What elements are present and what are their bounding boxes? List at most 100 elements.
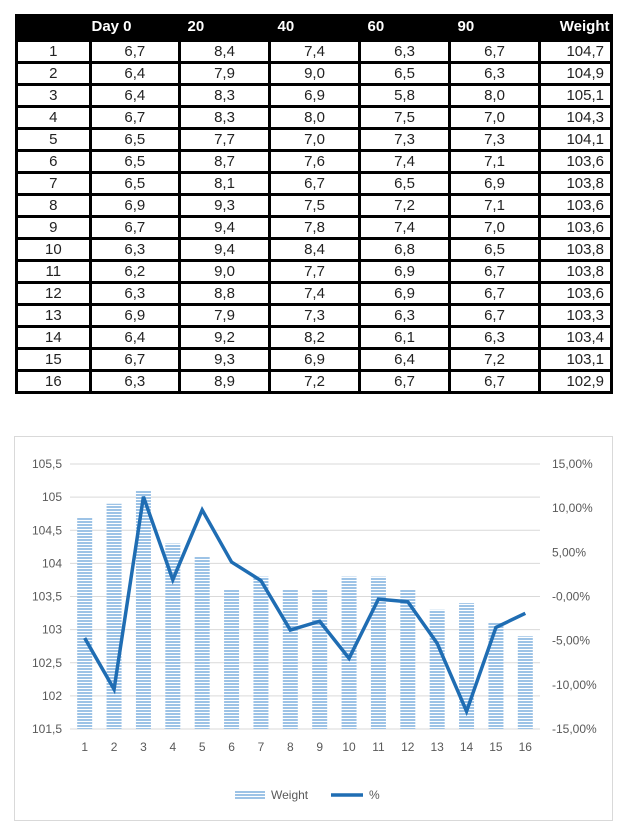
cell-value: 7,2 (448, 347, 541, 372)
cell-value: 8,1 (178, 171, 271, 196)
cell-value: 6,9 (358, 281, 451, 306)
cell-value: 6,7 (358, 369, 451, 394)
cell-value: 7,0 (448, 105, 541, 130)
cell-value: 7,5 (358, 105, 451, 130)
legend: Weight% (235, 788, 380, 802)
x-axis-tick: 1 (81, 740, 88, 754)
table-row: 12 6,3 8,8 7,4 6,9 6,7 103,6 (15, 281, 613, 306)
cell-value: 6,9 (268, 83, 361, 108)
cell-value: 6,9 (358, 259, 451, 284)
cell-index: 10 (15, 237, 92, 262)
cell-value: 9,3 (178, 193, 271, 218)
cell-value: 6,5 (88, 127, 182, 152)
cell-value: 6,4 (88, 61, 182, 86)
header-60: 60 (359, 14, 450, 41)
cell-value: 6,5 (358, 171, 451, 196)
cell-value: 8,0 (268, 105, 361, 130)
cell-weight: 103,6 (538, 281, 613, 306)
x-axis-tick: 8 (287, 740, 294, 754)
cell-value: 9,0 (178, 259, 271, 284)
bar-weight (253, 576, 269, 729)
cell-value: 6,7 (448, 39, 541, 64)
cell-index: 7 (15, 171, 92, 196)
table-row: 2 6,4 7,9 9,0 6,5 6,3 104,9 (15, 61, 613, 86)
cell-index: 9 (15, 215, 92, 240)
cell-weight: 103,6 (538, 215, 613, 240)
cell-value: 6,4 (88, 83, 182, 108)
cell-value: 7,9 (178, 61, 271, 86)
left-axis-tick: 105,5 (32, 457, 62, 471)
cell-value: 6,1 (358, 325, 451, 350)
bar-weight (517, 636, 533, 729)
cell-value: 8,4 (178, 39, 271, 64)
cell-index: 4 (15, 105, 92, 130)
cell-value: 6,7 (88, 347, 182, 372)
bar-weight (165, 543, 181, 729)
cell-value: 6,4 (358, 347, 451, 372)
table-row: 13 6,9 7,9 7,3 6,3 6,7 103,3 (15, 303, 613, 328)
cell-value: 9,4 (178, 215, 271, 240)
cell-value: 6,7 (448, 281, 541, 306)
cell-value: 7,2 (358, 193, 451, 218)
cell-weight: 103,6 (538, 193, 613, 218)
header-20: 20 (179, 14, 270, 41)
cell-weight: 103,6 (538, 149, 613, 174)
cell-value: 6,4 (88, 325, 182, 350)
cell-weight: 103,4 (538, 325, 613, 350)
right-axis-tick: -10,00% (552, 678, 597, 692)
cell-weight: 105,1 (538, 83, 613, 108)
cell-value: 6,3 (358, 303, 451, 328)
cell-value: 6,3 (358, 39, 451, 64)
cell-value: 6,5 (88, 171, 182, 196)
cell-weight: 103,8 (538, 259, 613, 284)
cell-weight: 103,1 (538, 347, 613, 372)
cell-value: 6,5 (448, 237, 541, 262)
bar-weight (77, 517, 93, 729)
x-axis-tick: 4 (169, 740, 176, 754)
cell-value: 8,0 (448, 83, 541, 108)
left-axis-tick: 103,5 (32, 590, 62, 604)
x-axis-tick: 7 (258, 740, 265, 754)
cell-value: 7,1 (448, 149, 541, 174)
cell-value: 9,0 (268, 61, 361, 86)
bar-weight (429, 609, 445, 729)
header-day0: Day 0 (16, 14, 180, 41)
cell-value: 6,3 (448, 61, 541, 86)
cell-weight: 103,8 (538, 237, 613, 262)
table-row: 3 6,4 8,3 6,9 5,8 8,0 105,1 (15, 83, 613, 108)
bar-weight (106, 503, 122, 729)
left-axis-tick: 105 (42, 490, 62, 504)
cell-index: 8 (15, 193, 92, 218)
cell-index: 1 (15, 39, 92, 64)
table-row: 10 6,3 9,4 8,4 6,8 6,5 103,8 (15, 237, 613, 262)
cell-index: 11 (15, 259, 92, 284)
legend-label-weight: Weight (271, 788, 309, 802)
cell-value: 6,7 (88, 215, 182, 240)
x-axis-tick: 15 (489, 740, 503, 754)
cell-value: 6,9 (88, 303, 182, 328)
left-axis-tick: 103 (42, 623, 62, 637)
legend-swatch-weight (235, 790, 265, 799)
right-axis-tick: -0,00% (552, 590, 590, 604)
chart-canvas: 105,5105104,5104103,5103102,5102101,515,… (32, 457, 597, 802)
left-axis-tick: 102 (42, 689, 62, 703)
cell-value: 7,4 (358, 149, 451, 174)
header-90: 90 (449, 14, 540, 41)
cell-value: 7,9 (178, 303, 271, 328)
x-axis-tick: 5 (199, 740, 206, 754)
cell-value: 6,5 (88, 149, 182, 174)
cell-value: 6,9 (268, 347, 361, 372)
right-axis-tick: 15,00% (552, 457, 593, 471)
table-row: 14 6,4 9,2 8,2 6,1 6,3 103,4 (15, 325, 613, 350)
cell-weight: 104,9 (538, 61, 613, 86)
cell-value: 6,8 (358, 237, 451, 262)
cell-weight: 103,8 (538, 171, 613, 196)
cell-weight: 103,3 (538, 303, 613, 328)
cell-value: 6,5 (358, 61, 451, 86)
x-axis-tick: 16 (519, 740, 533, 754)
cell-value: 8,3 (178, 105, 271, 130)
cell-index: 16 (15, 369, 92, 394)
cell-index: 3 (15, 83, 92, 108)
x-axis-tick: 2 (111, 740, 118, 754)
bar-weight (370, 576, 386, 729)
